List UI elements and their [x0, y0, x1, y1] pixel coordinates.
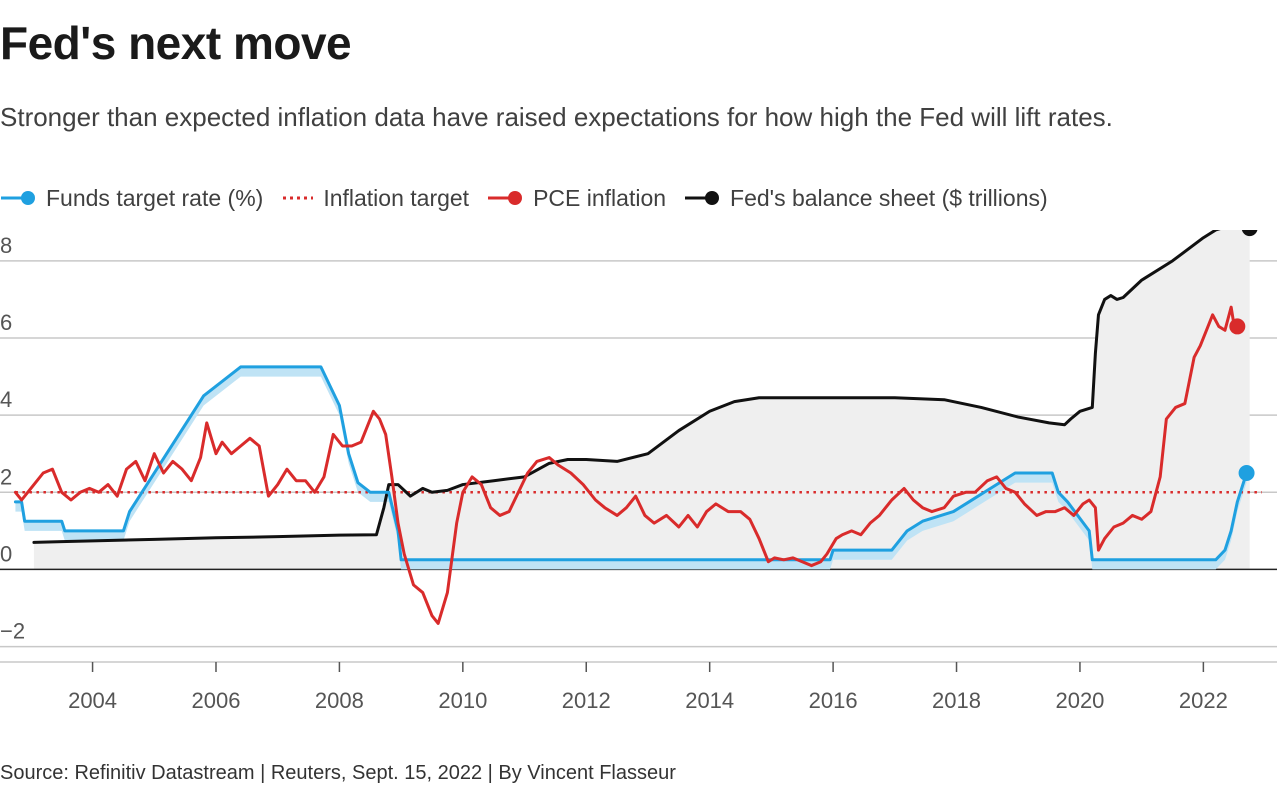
balance-sheet-area	[0, 230, 1277, 571]
y-axis-tick-labels: −2 0 2 4 6 8	[0, 233, 25, 644]
line-chart: −2 0 2 4 6 8 2004 2006 2008 2010 2012 2014 2016 2018…	[0, 230, 1277, 713]
series-funds-rate-line	[13, 365, 1249, 562]
x-tick-label-2004: 2004	[68, 688, 117, 713]
x-tick-label-2016: 2016	[809, 688, 858, 713]
legend-swatch-pce	[488, 191, 523, 205]
funds-rate-range-band	[15, 366, 1247, 570]
pce-end-marker	[1229, 318, 1246, 335]
x-tick-label-2008: 2008	[315, 688, 364, 713]
x-axis-ticks: 2004 2006 2008 2010 2012 2014 2016 2018 2020 2022	[68, 662, 1228, 713]
x-tick-label-2006: 2006	[192, 688, 241, 713]
x-tick-label-2018: 2018	[932, 688, 981, 713]
legend-item-funds: Funds target rate (%)	[0, 185, 263, 212]
legend-swatch-funds	[1, 191, 35, 205]
balance-sheet-fill	[33, 230, 1250, 570]
y-tick-label--2: −2	[0, 619, 25, 644]
series-lines	[13, 230, 1249, 625]
chart-title: Fed's next move	[0, 17, 352, 69]
chart-subtitle: Stronger than expected inflation data ha…	[0, 102, 1113, 132]
legend-label-pce: PCE inflation	[533, 184, 667, 211]
y-tick-label-4: 4	[0, 387, 12, 412]
legend-label-target: Inflation target	[323, 184, 470, 211]
series-balance-sheet-line	[32, 230, 1221, 544]
legend: Funds target rate (%) Inflation target P…	[0, 181, 1066, 215]
legend-swatch-balance	[685, 191, 720, 205]
x-tick-label-2014: 2014	[685, 688, 734, 713]
legend-item-target: Inflation target	[281, 185, 469, 212]
y-tick-label-8: 8	[0, 233, 12, 258]
x-tick-label-2010: 2010	[438, 688, 487, 713]
legend-swatch-target	[283, 196, 314, 200]
legend-item-pce: PCE inflation	[487, 185, 666, 212]
series-pce-line	[13, 305, 1239, 625]
balance-sheet-end-marker	[1241, 230, 1258, 237]
legend-label-funds: Funds target rate (%)	[46, 184, 264, 211]
x-tick-label-2012: 2012	[562, 688, 611, 713]
source-note: Source: Refinitiv Datastream | Reuters, …	[0, 762, 676, 784]
series-end-markers	[1229, 230, 1258, 481]
y-tick-label-2: 2	[0, 464, 12, 489]
x-tick-label-2020: 2020	[1055, 688, 1104, 713]
y-tick-label-6: 6	[0, 310, 12, 335]
funds-rate-end-marker	[1238, 465, 1255, 481]
x-tick-label-2022: 2022	[1179, 688, 1228, 713]
legend-item-balance: Fed's balance sheet ($ trillions)	[684, 185, 1048, 212]
legend-label-balance: Fed's balance sheet ($ trillions)	[730, 184, 1048, 211]
funds-rate-band	[15, 366, 1247, 570]
y-tick-label-0: 0	[0, 541, 12, 566]
